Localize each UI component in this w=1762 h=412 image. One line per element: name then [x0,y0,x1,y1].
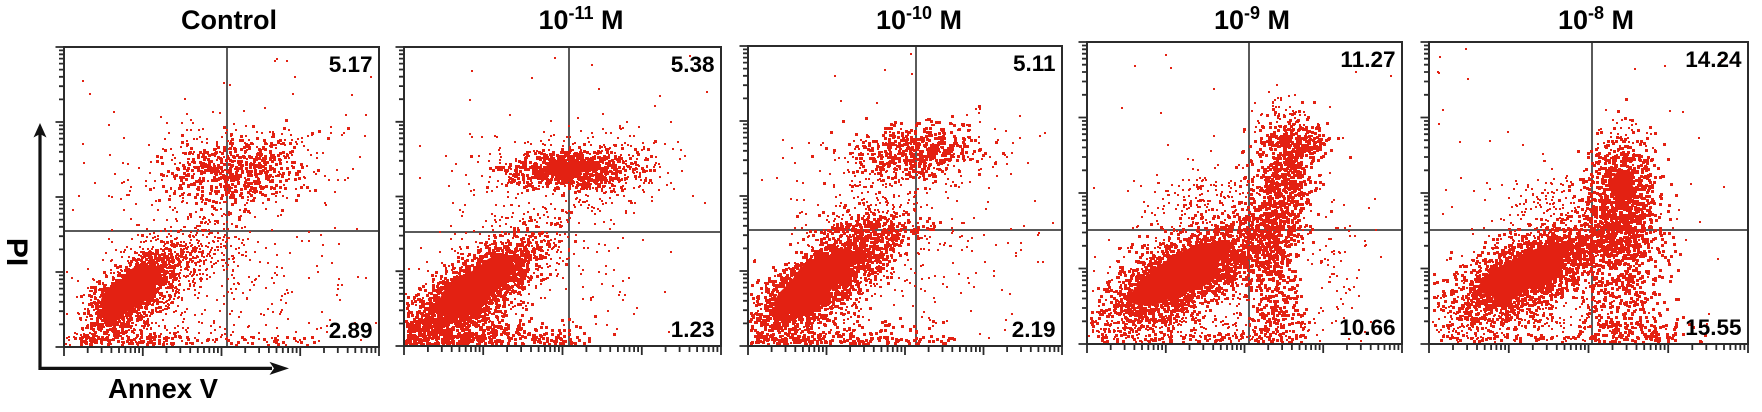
svg-text:2.89: 2.89 [329,318,373,343]
svg-text:10-10 M: 10-10 M [876,3,962,35]
svg-text:5.11: 5.11 [1013,51,1056,76]
svg-text:10-11 M: 10-11 M [538,3,623,35]
svg-text:Control: Control [181,5,277,35]
svg-text:Annex V: Annex V [108,373,219,404]
svg-text:10.66: 10.66 [1339,315,1395,340]
svg-text:PI: PI [0,238,33,266]
svg-text:15.55: 15.55 [1685,315,1741,340]
svg-text:14.24: 14.24 [1685,47,1742,72]
svg-text:5.17: 5.17 [329,52,373,77]
svg-text:11.27: 11.27 [1340,47,1395,72]
svg-text:2.19: 2.19 [1012,317,1056,342]
svg-text:1.23: 1.23 [671,317,715,342]
svg-text:5.38: 5.38 [671,52,715,77]
